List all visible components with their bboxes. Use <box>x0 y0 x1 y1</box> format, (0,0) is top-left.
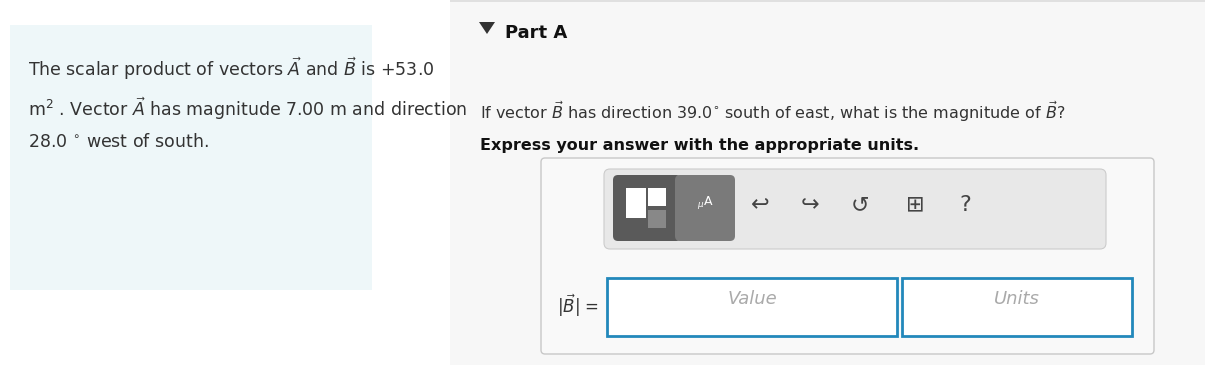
Text: Value: Value <box>727 290 777 308</box>
Bar <box>627 188 646 218</box>
Text: The scalar product of vectors $\vec{A}$ and $\vec{B}$ is +53.0: The scalar product of vectors $\vec{A}$ … <box>28 55 435 81</box>
Text: ↪: ↪ <box>800 195 819 215</box>
Text: $|\vec{B}|$ =: $|\vec{B}|$ = <box>557 293 599 319</box>
Text: m$^{2}$ . Vector $\vec{A}$ has magnitude 7.00 m and direction: m$^{2}$ . Vector $\vec{A}$ has magnitude… <box>28 95 468 122</box>
Text: $_{\mu}$A: $_{\mu}$A <box>696 194 713 211</box>
Bar <box>449 0 1205 365</box>
FancyBboxPatch shape <box>613 175 681 241</box>
Text: Express your answer with the appropriate units.: Express your answer with the appropriate… <box>480 138 919 153</box>
Polygon shape <box>480 22 495 34</box>
Text: ⊞: ⊞ <box>906 195 924 215</box>
FancyBboxPatch shape <box>541 158 1154 354</box>
Text: ↺: ↺ <box>851 195 869 215</box>
Text: Part A: Part A <box>505 24 568 42</box>
Text: ↩: ↩ <box>751 195 769 215</box>
Bar <box>648 188 666 206</box>
Bar <box>10 25 372 290</box>
Bar <box>648 210 666 228</box>
Text: ?: ? <box>959 195 971 215</box>
FancyBboxPatch shape <box>604 169 1106 249</box>
Text: 28.0 $^{\circ}$ west of south.: 28.0 $^{\circ}$ west of south. <box>28 133 208 151</box>
Text: Units: Units <box>994 290 1040 308</box>
Bar <box>607 278 897 336</box>
FancyBboxPatch shape <box>675 175 735 241</box>
Bar <box>903 278 1131 336</box>
Text: If vector $\vec{B}$ has direction 39.0$^{\circ}$ south of east, what is the magn: If vector $\vec{B}$ has direction 39.0$^… <box>480 100 1065 124</box>
Bar <box>449 0 1205 2</box>
